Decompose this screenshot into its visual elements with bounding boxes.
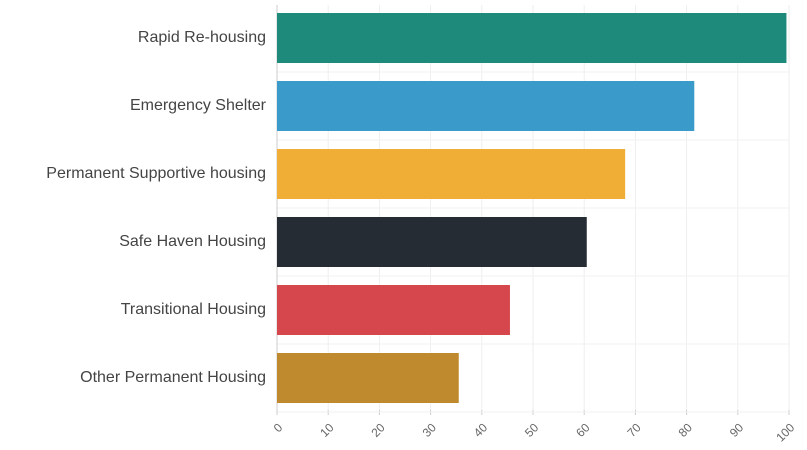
x-tick-label: 70 xyxy=(624,420,644,440)
x-tick-label: 100 xyxy=(773,420,797,444)
y-tick-label: Permanent Supportive housing xyxy=(46,165,266,182)
y-tick-label: Rapid Re-housing xyxy=(138,29,266,46)
x-tick-label: 10 xyxy=(317,420,337,440)
y-tick-label: Transitional Housing xyxy=(121,301,266,318)
y-tick-label: Safe Haven Housing xyxy=(119,233,266,250)
y-tick-label: Emergency Shelter xyxy=(130,97,267,114)
bar xyxy=(277,81,695,131)
x-tick-label: 80 xyxy=(676,420,696,440)
bar xyxy=(277,285,510,335)
x-tick-label: 40 xyxy=(471,420,491,440)
y-tick-label: Other Permanent Housing xyxy=(80,369,266,386)
bar xyxy=(277,149,626,199)
x-tick-label: 90 xyxy=(727,420,747,440)
x-tick-label: 0 xyxy=(271,420,286,435)
bar xyxy=(277,353,459,403)
x-tick-label: 20 xyxy=(368,420,388,440)
bar xyxy=(277,217,587,267)
x-tick-label: 50 xyxy=(522,420,542,440)
bar xyxy=(277,13,787,63)
x-tick-label: 30 xyxy=(420,420,440,440)
x-tick-label: 60 xyxy=(573,420,593,440)
